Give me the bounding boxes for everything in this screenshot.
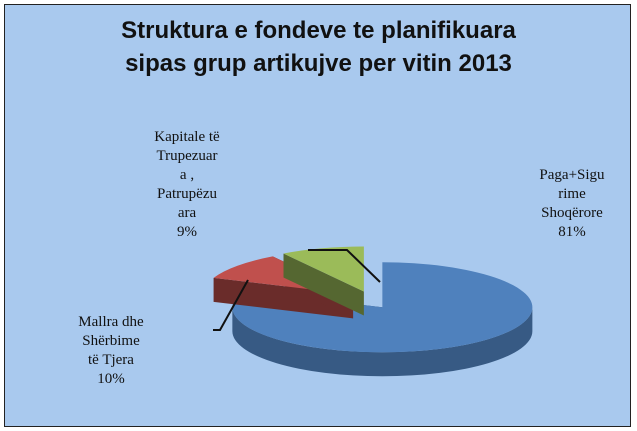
category-label: Mallra dhe Shërbime të Tjera [78, 314, 144, 368]
slice-cut [213, 277, 354, 319]
slice-top [232, 262, 533, 353]
slice [283, 246, 364, 316]
value-label: 81% [558, 224, 586, 240]
data-label: Mallra dhe Shërbime të Tjera 10% [52, 313, 170, 389]
category-label: Paga+Sigu rime Shoqërore [539, 167, 605, 221]
slice-top [283, 246, 364, 292]
value-label: 9% [177, 224, 197, 240]
chart-title: Struktura e fondeve te planifikuara sipa… [121, 17, 516, 77]
value-label: 10% [97, 371, 125, 387]
leader-line [308, 249, 381, 283]
data-label: Kapitale të Trupezuar a , Patrupëzu ara 9… [128, 128, 246, 242]
data-label: Paga+Sigu rime Shoqërore 81% [512, 166, 632, 242]
slice-cut [283, 253, 364, 316]
category-label: Kapitale të Trupezuar a , Patrupëzu ara [154, 129, 220, 221]
slice-side [232, 307, 533, 377]
leader-line [213, 279, 249, 331]
